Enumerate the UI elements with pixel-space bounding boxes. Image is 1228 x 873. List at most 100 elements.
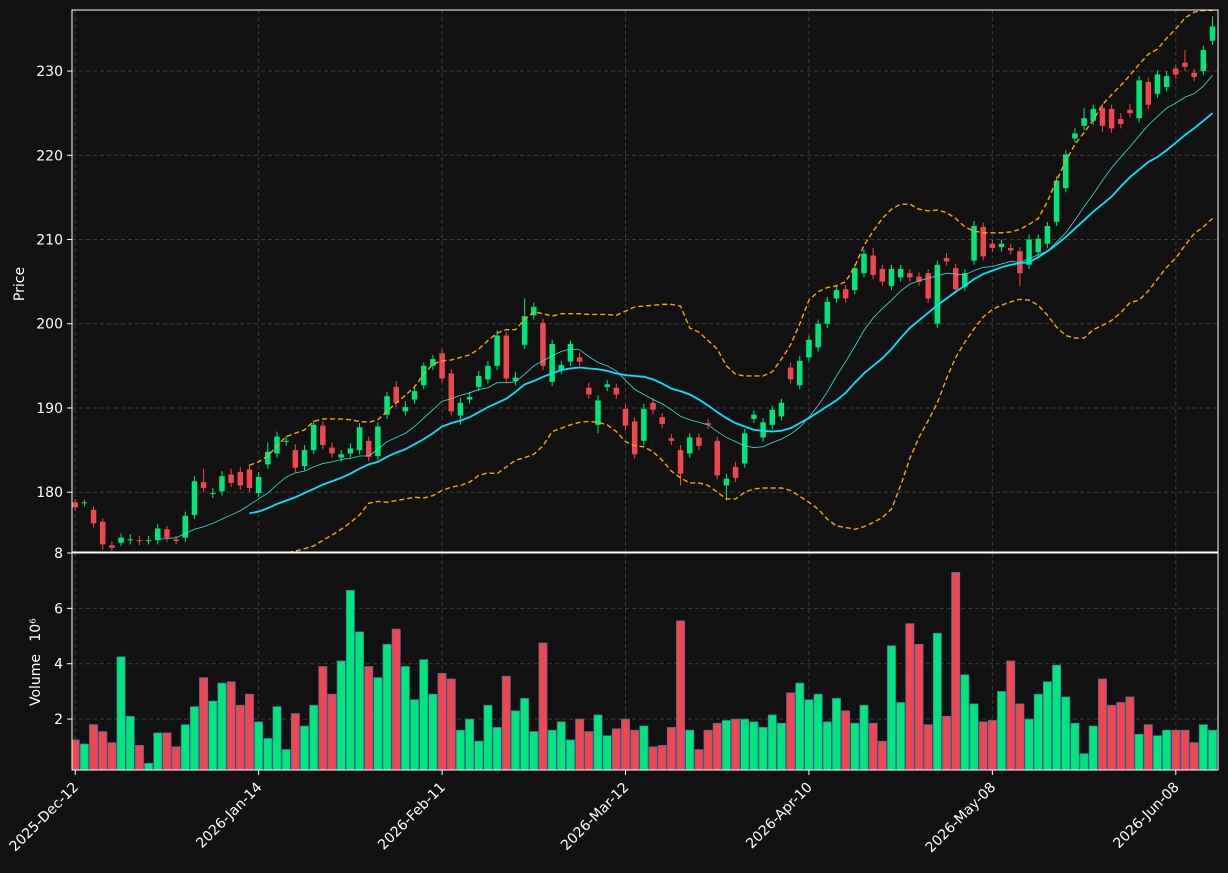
candle-body xyxy=(586,387,592,395)
indicator-line xyxy=(157,75,1213,540)
candle-body xyxy=(191,481,198,515)
volume-bar xyxy=(621,718,630,770)
volume-bar xyxy=(1024,718,1034,770)
volume-bar xyxy=(740,718,750,770)
candle-body xyxy=(1191,72,1197,77)
candle-body xyxy=(301,450,308,467)
volume-bar xyxy=(336,660,346,770)
volume-bar xyxy=(520,697,530,770)
volume-bar xyxy=(474,740,484,770)
volume-bar xyxy=(419,659,429,770)
candle-body xyxy=(99,521,106,545)
volume-bar xyxy=(1116,702,1126,770)
volume-bar xyxy=(1134,733,1144,770)
volume-bar xyxy=(1143,724,1153,770)
candle-body xyxy=(604,384,610,387)
candle-body xyxy=(1136,80,1142,119)
volume-bar xyxy=(1033,693,1043,770)
indicator-line xyxy=(249,10,1213,466)
candle-body xyxy=(219,476,225,492)
candle-body xyxy=(686,437,693,454)
volume-bar xyxy=(529,731,539,770)
volume-bar xyxy=(318,666,328,770)
x-tick-label: 2026-Jan-14 xyxy=(193,779,265,851)
volume-bar xyxy=(630,729,640,770)
y-axis-label: Price xyxy=(12,267,28,301)
candle-body xyxy=(338,454,344,458)
volume-bar xyxy=(98,731,108,770)
candle-body xyxy=(916,276,922,282)
volume-bar xyxy=(685,729,695,770)
volume-bar xyxy=(345,590,355,770)
volume-bar xyxy=(309,704,319,770)
candle-body xyxy=(164,529,170,538)
candle-body xyxy=(439,353,445,379)
candle-body xyxy=(292,450,299,468)
volume-bar xyxy=(877,740,887,770)
candle-body xyxy=(668,438,675,441)
volume-bar xyxy=(795,682,805,770)
volume-bar xyxy=(263,738,273,770)
candle-body xyxy=(329,447,335,454)
candle-body xyxy=(998,243,1005,248)
candle-body xyxy=(1173,68,1179,75)
candle-body xyxy=(897,268,904,278)
candle-body xyxy=(741,433,748,464)
volume-bar xyxy=(822,721,832,770)
y-tick-label: 2 xyxy=(54,712,63,728)
candle-body xyxy=(631,421,638,455)
volume-bar xyxy=(969,703,979,770)
volume-bar xyxy=(144,763,154,770)
y-tick-label: 230 xyxy=(36,64,63,80)
volume-bar xyxy=(300,725,309,770)
volume-bar xyxy=(1162,729,1172,770)
y-tick-label: 180 xyxy=(36,485,63,501)
volume-bar xyxy=(1189,742,1199,770)
volume-bar xyxy=(437,673,447,770)
candle-body xyxy=(1108,108,1115,129)
candle-body xyxy=(503,335,510,379)
volume-bar xyxy=(107,742,117,770)
candle-body xyxy=(852,268,858,291)
y-tick-label: 4 xyxy=(54,657,63,673)
volume-bar xyxy=(199,677,209,770)
candle-body xyxy=(237,471,244,486)
volume-bar xyxy=(79,743,89,770)
volume-bar xyxy=(556,721,566,770)
volume-panel xyxy=(72,572,1217,770)
candle-body xyxy=(1099,108,1106,126)
volume-bar xyxy=(593,714,603,770)
volume-bar xyxy=(1180,729,1190,770)
candle-body xyxy=(265,451,271,465)
candle-body xyxy=(155,528,161,541)
candle-body xyxy=(430,359,436,366)
volume-bar xyxy=(749,721,759,770)
y-tick-label: 8 xyxy=(54,546,63,562)
volume-bar xyxy=(547,729,557,770)
candle-body xyxy=(1127,109,1133,114)
candle-body xyxy=(1062,154,1069,189)
volume-bar xyxy=(254,721,264,770)
volume-bar xyxy=(272,706,282,770)
volume-bar xyxy=(364,666,374,770)
candle-body xyxy=(1163,76,1170,88)
candle-body xyxy=(650,402,656,410)
candle-body xyxy=(1118,119,1124,125)
candle-body xyxy=(375,426,381,456)
volume-bar xyxy=(410,699,420,770)
candle-body xyxy=(210,493,216,495)
volume-bar xyxy=(153,732,163,770)
candle-body xyxy=(1035,238,1041,253)
volume-bar xyxy=(1107,704,1117,770)
volume-bar xyxy=(483,704,493,770)
volume-bar xyxy=(355,631,365,770)
candle-body xyxy=(613,387,620,395)
y-tick-label: 200 xyxy=(36,317,63,333)
candle-body xyxy=(1026,239,1032,265)
volume-bar xyxy=(666,727,676,770)
volume-bar xyxy=(455,729,465,770)
candle-body xyxy=(778,402,785,417)
x-tick-label: 2025-Dec-12 xyxy=(7,780,82,855)
candle-body xyxy=(1182,62,1188,67)
